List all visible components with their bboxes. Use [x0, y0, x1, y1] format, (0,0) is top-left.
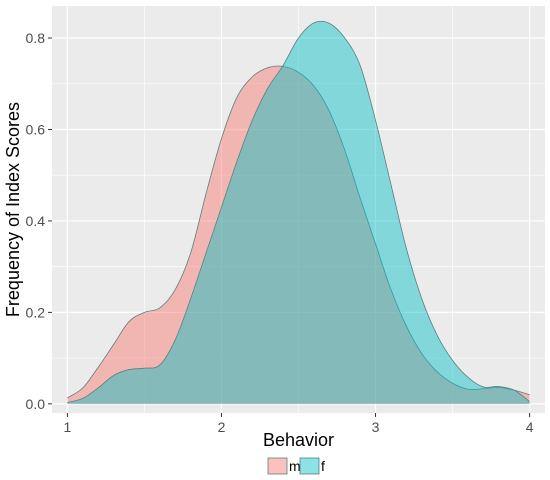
minor-gridlines — [52, 6, 545, 413]
density-areas — [67, 20, 530, 404]
y-tick-label: 0.8 — [26, 30, 46, 46]
density-area-f — [67, 21, 530, 404]
x-tick-label: 4 — [526, 419, 534, 435]
y-axis-title: Frequency of Index Scores — [3, 102, 23, 317]
density-line-m — [67, 65, 530, 399]
x-tick-label: 2 — [218, 419, 226, 435]
x-axis: 1 2 3 4 — [64, 413, 534, 435]
legend-label-m: m — [289, 458, 301, 474]
x-tick-label: 3 — [372, 419, 380, 435]
y-tick-label: 0.0 — [26, 396, 46, 412]
y-tick-label: 0.2 — [26, 304, 46, 320]
x-axis-title: Behavior — [263, 430, 334, 450]
legend-key-f — [299, 457, 320, 475]
legend-label-f: f — [321, 458, 325, 474]
y-axis: 0.0 0.2 0.4 0.6 0.8 — [26, 30, 52, 412]
density-line-f — [67, 20, 530, 403]
y-tick-label: 0.6 — [26, 121, 46, 137]
x-tick-label: 1 — [64, 419, 72, 435]
major-gridlines — [52, 6, 545, 413]
y-tick-label: 0.4 — [26, 213, 46, 229]
legend: m f — [267, 457, 325, 475]
legend-key-m — [267, 457, 288, 475]
